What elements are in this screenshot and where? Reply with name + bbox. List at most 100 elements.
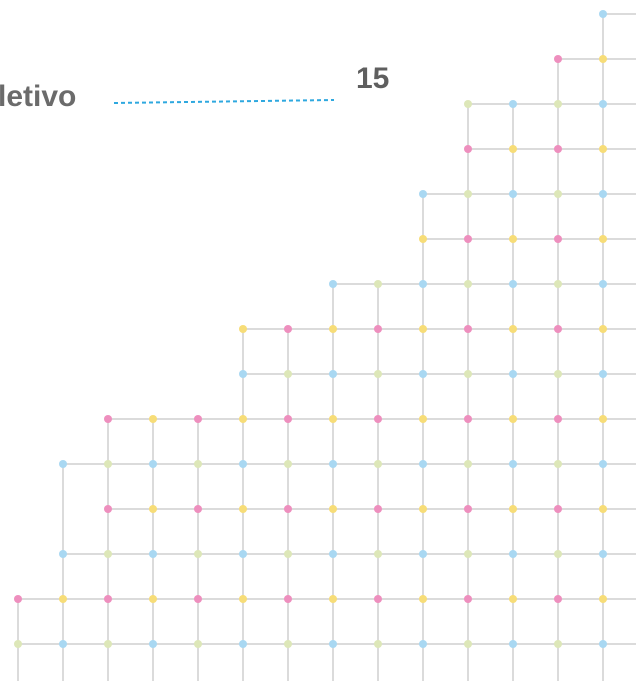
grid-dot xyxy=(149,415,157,423)
grid-dot xyxy=(554,235,562,243)
grid-dot xyxy=(329,415,337,423)
grid-dot xyxy=(419,640,427,648)
grid-dot xyxy=(599,235,607,243)
grid-dot xyxy=(239,640,247,648)
grid-dot xyxy=(599,460,607,468)
grid-dot xyxy=(194,640,202,648)
grid-dot xyxy=(149,595,157,603)
grid-dot xyxy=(464,370,472,378)
grid-dot xyxy=(464,190,472,198)
grid-dot xyxy=(104,460,112,468)
grid-dot xyxy=(509,370,517,378)
grid-dot xyxy=(239,415,247,423)
grid-dot xyxy=(419,190,427,198)
grid-dot xyxy=(554,145,562,153)
grid-dot xyxy=(419,415,427,423)
grid-dot xyxy=(419,235,427,243)
grid-dot xyxy=(59,460,67,468)
grid-dot xyxy=(194,595,202,603)
grid-dot xyxy=(239,325,247,333)
grid-dot xyxy=(554,595,562,603)
grid-dot xyxy=(464,460,472,468)
grid-dot xyxy=(419,460,427,468)
caption-label: letivo xyxy=(0,80,77,113)
grid-dot xyxy=(554,640,562,648)
grid-dot xyxy=(104,505,112,513)
grid-dot xyxy=(599,415,607,423)
grid-dot xyxy=(554,280,562,288)
grid-dot xyxy=(509,280,517,288)
grid-dot xyxy=(194,415,202,423)
grid-dot xyxy=(329,595,337,603)
grid-dot xyxy=(509,415,517,423)
grid-dot xyxy=(104,550,112,558)
grid-dot xyxy=(509,145,517,153)
grid-dot xyxy=(104,595,112,603)
grid-dot xyxy=(194,505,202,513)
grid-dot xyxy=(599,145,607,153)
grid-dot xyxy=(284,460,292,468)
grid-dot xyxy=(464,325,472,333)
grid-dot xyxy=(599,370,607,378)
grid-dot xyxy=(59,640,67,648)
grid-dot xyxy=(239,595,247,603)
grid-dot xyxy=(284,415,292,423)
grid-dot xyxy=(464,145,472,153)
grid-dot xyxy=(239,505,247,513)
grid-dot xyxy=(599,325,607,333)
grid-dot xyxy=(509,595,517,603)
grid-dot xyxy=(104,415,112,423)
grid-dot xyxy=(59,550,67,558)
grid-dot xyxy=(464,235,472,243)
grid-dot xyxy=(374,550,382,558)
grid-dot xyxy=(59,595,67,603)
grid-dot xyxy=(284,505,292,513)
grid-dot xyxy=(554,415,562,423)
grid-dot xyxy=(509,100,517,108)
grid-dot xyxy=(284,595,292,603)
grid-dot xyxy=(599,190,607,198)
grid-dot xyxy=(329,280,337,288)
grid-dot xyxy=(149,460,157,468)
grid-dot xyxy=(149,505,157,513)
grid-dot xyxy=(509,505,517,513)
grid-dot xyxy=(329,460,337,468)
caption-leader-line xyxy=(113,99,335,104)
grid-dot xyxy=(599,280,607,288)
grid-dot xyxy=(239,550,247,558)
grid-dot xyxy=(329,640,337,648)
grid-dot xyxy=(419,505,427,513)
grid-dot xyxy=(14,640,22,648)
grid-dot xyxy=(599,10,607,18)
grid-dot xyxy=(509,460,517,468)
grid-dot xyxy=(374,595,382,603)
grid-dot xyxy=(194,460,202,468)
grid-dot xyxy=(509,235,517,243)
grid-dot xyxy=(554,505,562,513)
grid-dot xyxy=(284,370,292,378)
grid-dot xyxy=(329,325,337,333)
grid-dot xyxy=(14,595,22,603)
grid-dot xyxy=(149,640,157,648)
grid-dot xyxy=(419,325,427,333)
grid-dot xyxy=(374,460,382,468)
grid-dot xyxy=(284,325,292,333)
grid-dot xyxy=(599,55,607,63)
dots xyxy=(14,10,607,648)
grid-dot xyxy=(509,190,517,198)
grid-dot xyxy=(464,640,472,648)
grid-dot xyxy=(599,640,607,648)
grid-dot xyxy=(194,550,202,558)
grid-dot xyxy=(554,100,562,108)
connector-lines xyxy=(17,13,636,681)
grid-dot xyxy=(554,190,562,198)
grid-dot xyxy=(374,325,382,333)
grid-dot xyxy=(554,325,562,333)
grid-dot xyxy=(554,460,562,468)
grid-dot xyxy=(374,505,382,513)
grid-dot xyxy=(374,280,382,288)
grid-dot xyxy=(464,100,472,108)
grid-dot xyxy=(599,505,607,513)
grid-dot xyxy=(599,550,607,558)
